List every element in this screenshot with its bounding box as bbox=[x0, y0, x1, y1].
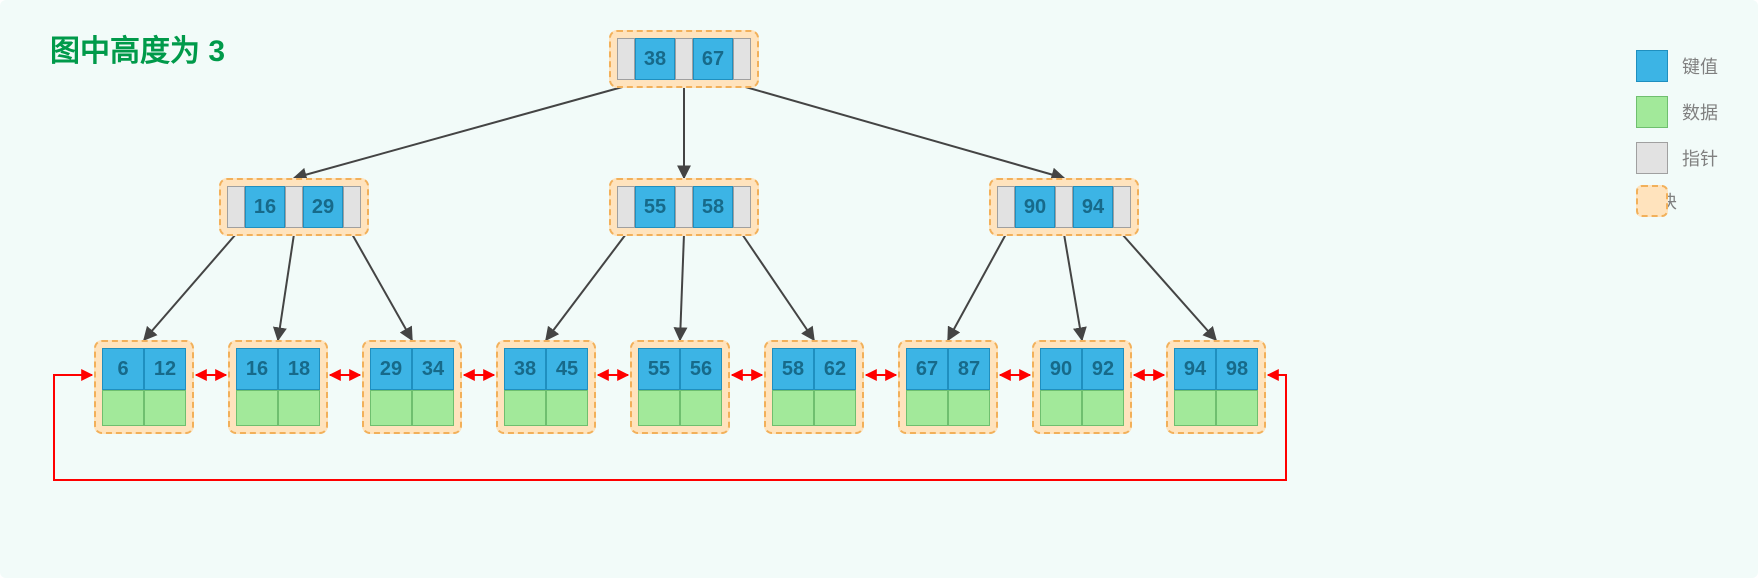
key-cell: 94 bbox=[1174, 348, 1216, 390]
data-cell bbox=[772, 390, 814, 426]
key-cell: 62 bbox=[814, 348, 856, 390]
leaf-inner: 1618 bbox=[236, 348, 320, 426]
legend-label: 数据 bbox=[1682, 99, 1718, 125]
leaf-node: 9092 bbox=[1032, 340, 1132, 434]
key-cell: 16 bbox=[236, 348, 278, 390]
node-row: 38 67 bbox=[617, 38, 751, 80]
data-cell bbox=[412, 390, 454, 426]
legend-swatch bbox=[1636, 96, 1668, 128]
node-row: 55 58 bbox=[617, 186, 751, 228]
data-cell bbox=[144, 390, 186, 426]
leaf-inner: 612 bbox=[102, 348, 186, 426]
legend-label: 指针 bbox=[1682, 145, 1718, 171]
data-cell bbox=[948, 390, 990, 426]
node-row: 1629 bbox=[227, 186, 361, 228]
data-cell bbox=[1082, 390, 1124, 426]
data-cell bbox=[1216, 390, 1258, 426]
pointer-cell bbox=[343, 186, 361, 228]
key-cell: 94 bbox=[1073, 186, 1113, 228]
key-cell: 67 bbox=[906, 348, 948, 390]
leaf-inner: 9092 bbox=[1040, 348, 1124, 426]
legend-label: 键值 bbox=[1682, 53, 1718, 79]
pointer-cell bbox=[675, 186, 693, 228]
data-cell bbox=[278, 390, 320, 426]
pointer-cell bbox=[1113, 186, 1131, 228]
pointer-cell bbox=[733, 186, 751, 228]
key-cell: 55 bbox=[635, 186, 675, 228]
leaf-node: 1618 bbox=[228, 340, 328, 434]
legend-item-key: 键值 bbox=[1636, 50, 1718, 82]
leaf-node: 9498 bbox=[1166, 340, 1266, 434]
legend-swatch bbox=[1636, 50, 1668, 82]
data-cell bbox=[236, 390, 278, 426]
legend-item-ptr: 指针 bbox=[1636, 142, 1718, 174]
pointer-cell bbox=[285, 186, 303, 228]
pointer-cell bbox=[617, 38, 635, 80]
pointer-cell bbox=[675, 38, 693, 80]
pointer-cell bbox=[1055, 186, 1073, 228]
leaf-inner: 6787 bbox=[906, 348, 990, 426]
key-cell: 58 bbox=[772, 348, 814, 390]
pointer-cell bbox=[733, 38, 751, 80]
key-cell: 6 bbox=[102, 348, 144, 390]
data-cell bbox=[638, 390, 680, 426]
diagram-title: 图中高度为 3 bbox=[50, 26, 225, 70]
key-cell: 38 bbox=[635, 38, 675, 80]
diagram-canvas: 图中高度为 3 键值数据指针页/块 3867162955589094612161… bbox=[0, 0, 1758, 578]
leaf-inner: 3845 bbox=[504, 348, 588, 426]
leaf-node: 5862 bbox=[764, 340, 864, 434]
key-cell: 29 bbox=[370, 348, 412, 390]
leaf-node: 5556 bbox=[630, 340, 730, 434]
data-cell bbox=[370, 390, 412, 426]
leaf-node: 3845 bbox=[496, 340, 596, 434]
legend: 键值数据指针页/块 bbox=[1636, 50, 1718, 228]
node-row: 90 94 bbox=[997, 186, 1131, 228]
key-cell: 90 bbox=[1040, 348, 1082, 390]
legend-swatch bbox=[1636, 142, 1668, 174]
key-cell: 29 bbox=[303, 186, 343, 228]
data-cell bbox=[680, 390, 722, 426]
leaf-node: 2934 bbox=[362, 340, 462, 434]
key-cell: 16 bbox=[245, 186, 285, 228]
legend-swatch bbox=[1636, 185, 1668, 217]
data-cell bbox=[814, 390, 856, 426]
key-cell: 87 bbox=[948, 348, 990, 390]
data-cell bbox=[1040, 390, 1082, 426]
key-cell: 67 bbox=[693, 38, 733, 80]
data-cell bbox=[906, 390, 948, 426]
edge-layer bbox=[0, 0, 1758, 578]
data-cell bbox=[1174, 390, 1216, 426]
internal-node: 38 67 bbox=[609, 30, 759, 88]
leaf-inner: 5556 bbox=[638, 348, 722, 426]
data-cell bbox=[546, 390, 588, 426]
leaf-inner: 9498 bbox=[1174, 348, 1258, 426]
internal-node: 1629 bbox=[219, 178, 369, 236]
key-cell: 98 bbox=[1216, 348, 1258, 390]
key-cell: 90 bbox=[1015, 186, 1055, 228]
leaf-inner: 5862 bbox=[772, 348, 856, 426]
pointer-cell bbox=[227, 186, 245, 228]
key-cell: 58 bbox=[693, 186, 733, 228]
key-cell: 56 bbox=[680, 348, 722, 390]
leaf-node: 612 bbox=[94, 340, 194, 434]
pointer-cell bbox=[997, 186, 1015, 228]
leaf-inner: 2934 bbox=[370, 348, 454, 426]
data-cell bbox=[102, 390, 144, 426]
key-cell: 18 bbox=[278, 348, 320, 390]
key-cell: 55 bbox=[638, 348, 680, 390]
key-cell: 38 bbox=[504, 348, 546, 390]
legend-item-page: 页/块 bbox=[1636, 188, 1718, 214]
pointer-cell bbox=[617, 186, 635, 228]
internal-node: 55 58 bbox=[609, 178, 759, 236]
data-cell bbox=[504, 390, 546, 426]
key-cell: 92 bbox=[1082, 348, 1124, 390]
leaf-node: 6787 bbox=[898, 340, 998, 434]
key-cell: 34 bbox=[412, 348, 454, 390]
internal-node: 90 94 bbox=[989, 178, 1139, 236]
key-cell: 45 bbox=[546, 348, 588, 390]
legend-item-data: 数据 bbox=[1636, 96, 1718, 128]
key-cell: 12 bbox=[144, 348, 186, 390]
